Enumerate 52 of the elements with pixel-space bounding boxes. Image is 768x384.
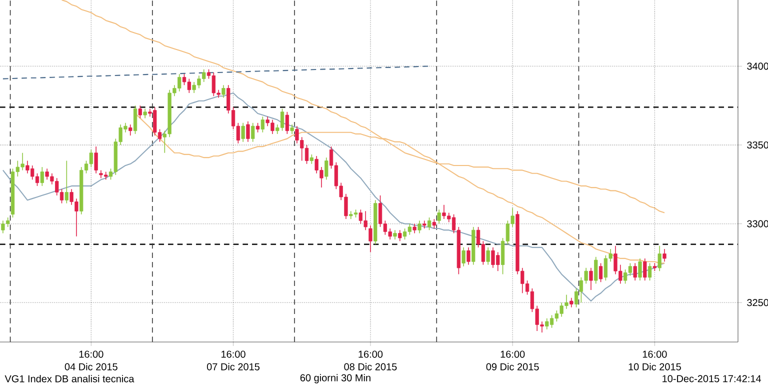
text: VG1 Index DB analisi tecnica [4,374,134,382]
text: 07 Dic 2015 [206,362,260,370]
candlestick [241,122,245,142]
candlestick [466,247,470,266]
candlestick [94,146,98,174]
candlestick [422,220,426,229]
candlestick [128,124,132,136]
text: 10 Dic 2015 [628,362,681,370]
candlestick [285,111,289,134]
candlestick [256,122,260,133]
candlestick [432,218,436,229]
candlestick [64,160,68,204]
text: 09 Dic 2015 [486,362,539,370]
x-tick-label: 16:00 [642,350,667,358]
x-tick-label: 16:00 [500,350,525,358]
candlestick [589,268,593,290]
text: 04 Dic 2015 [64,362,118,370]
text: 10-Dec-2015 17:42:14 [662,375,762,382]
candlestick [462,247,466,267]
candlestick [324,157,328,180]
candlestick [427,217,432,230]
candlestick [648,262,652,281]
candlestick [398,230,402,242]
x-tick-label: 16:00 [79,350,104,358]
candlestick [260,116,264,133]
candlestick [594,256,598,284]
candlestick [662,248,666,262]
candlestick [246,120,250,142]
candlestick [570,297,574,308]
x-tick-label: 16:00 [222,350,246,358]
candlestick [40,166,44,186]
candlestick [418,220,422,234]
candlestick [251,122,255,142]
candlestick [138,105,142,119]
candlestick [638,258,642,281]
text: 60 giorni 30 Min [300,374,370,384]
x-tick-label: 16:00 [358,350,383,358]
candlestick [143,108,147,119]
candlestick [658,245,662,272]
candlestick [643,258,647,281]
candlestick [368,224,372,253]
candlestick [598,262,603,282]
candlestick [633,262,637,281]
candlestick [310,154,314,164]
candlestick [290,124,294,134]
candlestick [486,247,490,266]
text: 08 Dic 2015 [344,362,397,370]
candlestick [412,223,416,234]
candlestick [393,230,397,240]
candlestick [133,105,138,134]
candlestick [437,209,441,224]
candlestick [222,84,226,98]
